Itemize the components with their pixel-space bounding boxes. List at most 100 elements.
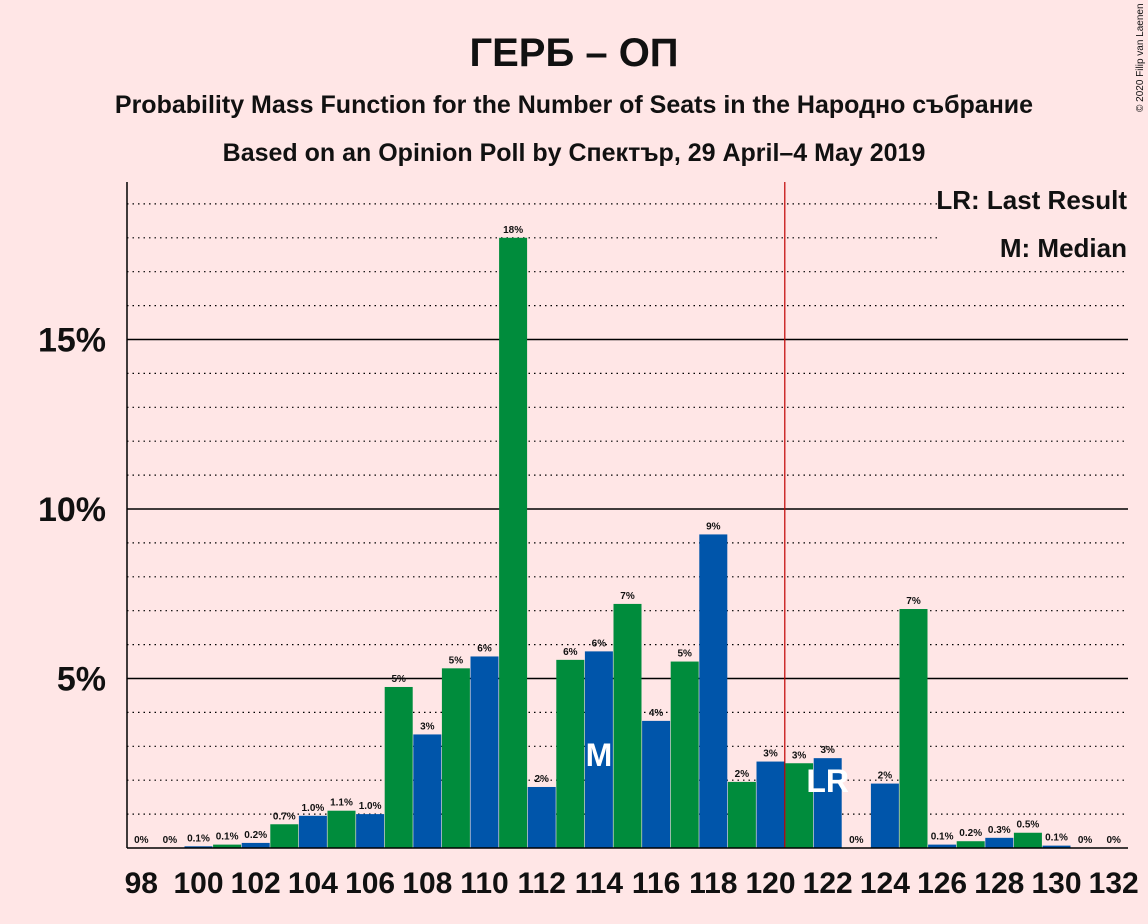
bar-seat-129 — [1013, 832, 1042, 848]
legend-backdrop — [938, 181, 1128, 265]
x-tick-label: 108 — [402, 867, 452, 900]
bar-seat-128 — [985, 837, 1014, 848]
value-label-seat-113: 6% — [563, 647, 578, 658]
y-tick-labels: 5% 10% 15% — [38, 322, 106, 699]
x-tick-label: 126 — [917, 867, 967, 900]
value-label-seat-120: 3% — [763, 749, 778, 760]
value-label-seat-103: 0.7% — [273, 811, 296, 822]
value-labels: 0% 0% 0.1% 0.1% 0.2% 0.7% 1.0% 1.1% 1.0% 5% 3% 5% 6%… — [134, 225, 1121, 846]
value-label-seat-130: 0.1% — [1045, 833, 1068, 844]
y-tick-label: 10% — [38, 491, 106, 529]
bar-seat-106 — [356, 814, 385, 848]
value-label-seat-109: 5% — [449, 655, 464, 666]
value-label-seat-132: 0% — [1106, 835, 1121, 846]
x-tick-label: 116 — [632, 867, 680, 900]
markers: M LR — [586, 737, 849, 799]
median-marker: M — [586, 737, 613, 773]
bar-seat-110 — [470, 656, 499, 848]
x-tick-label: 110 — [460, 867, 508, 900]
legend-median: M: Median — [1000, 233, 1127, 263]
bar-seat-125 — [899, 609, 928, 848]
x-tick-labels: 98 100 102 104 106 108 110 112 114 116 118 120 122 12… — [125, 867, 1139, 900]
value-label-seat-99: 0% — [163, 835, 178, 846]
bar-seat-114 — [584, 651, 613, 848]
value-label-seat-119: 2% — [735, 769, 750, 780]
value-label-seat-116: 4% — [649, 708, 664, 719]
value-label-seat-114: 6% — [592, 638, 607, 649]
bar-seat-111 — [499, 237, 528, 849]
x-tick-label: 100 — [173, 867, 223, 900]
last-result-marker: LR — [806, 763, 849, 799]
bar-seat-103 — [270, 824, 299, 848]
bar-seat-118 — [699, 534, 728, 848]
value-label-seat-107: 5% — [391, 674, 406, 685]
x-tick-label: 130 — [1031, 867, 1081, 900]
bar-seat-122 — [813, 758, 842, 848]
bar-seat-100 — [184, 846, 213, 848]
value-label-seat-101: 0.1% — [216, 832, 239, 843]
bar-seat-107 — [384, 686, 413, 848]
value-label-seat-108: 3% — [420, 721, 435, 732]
bars — [184, 237, 1071, 849]
x-tick-label: 122 — [803, 867, 853, 900]
value-label-seat-115: 7% — [620, 591, 635, 602]
bar-seat-117 — [670, 661, 699, 848]
value-label-seat-126: 0.1% — [931, 832, 954, 843]
value-label-seat-111: 18% — [503, 225, 523, 236]
bar-seat-120 — [756, 761, 785, 848]
x-tick-label: 128 — [974, 867, 1024, 900]
value-label-seat-100: 0.1% — [187, 833, 210, 844]
legend-last-result: LR: Last Result — [936, 185, 1127, 215]
chart-title: ГЕРБ – ОП — [469, 31, 678, 75]
bar-seat-130 — [1042, 845, 1071, 848]
bar-seat-108 — [413, 734, 442, 848]
value-label-seat-127: 0.2% — [959, 828, 982, 839]
value-label-seat-129: 0.5% — [1017, 820, 1040, 831]
value-label-seat-121: 3% — [792, 750, 807, 761]
bar-seat-116 — [642, 720, 671, 848]
bar-seat-105 — [327, 810, 356, 848]
value-label-seat-118: 9% — [706, 521, 721, 532]
x-tick-label: 102 — [231, 867, 281, 900]
bar-seat-124 — [870, 783, 899, 848]
bar-seat-126 — [928, 844, 957, 848]
y-tick-label: 5% — [57, 661, 106, 699]
value-label-seat-102: 0.2% — [244, 830, 267, 841]
value-label-seat-117: 5% — [677, 649, 692, 660]
x-tick-label: 112 — [517, 867, 565, 900]
x-tick-label: 124 — [860, 867, 910, 900]
copyright-note: © 2020 Filip van Laenen — [1135, 3, 1146, 112]
value-label-seat-106: 1.0% — [359, 801, 382, 812]
bar-seat-101 — [213, 844, 242, 848]
bar-seat-127 — [956, 841, 985, 848]
chart-subtitle-line2: Based on an Opinion Poll by Спектър, 29 … — [223, 139, 926, 167]
x-tick-label: 104 — [288, 867, 338, 900]
value-label-seat-124: 2% — [878, 771, 893, 782]
value-label-seat-98: 0% — [134, 835, 149, 846]
value-label-seat-110: 6% — [477, 643, 492, 654]
y-tick-label: 15% — [38, 322, 106, 360]
bar-seat-104 — [298, 815, 327, 848]
value-label-seat-123: 0% — [849, 835, 864, 846]
bar-seat-109 — [441, 668, 470, 848]
value-label-seat-104: 1.0% — [302, 803, 325, 814]
chart-subtitle-line1: Probability Mass Function for the Number… — [115, 91, 1033, 119]
bar-seat-121 — [785, 763, 814, 848]
value-label-seat-105: 1.1% — [330, 798, 353, 809]
x-tick-label: 98 — [125, 867, 158, 900]
bar-seat-115 — [613, 603, 642, 848]
x-tick-label: 114 — [575, 867, 624, 900]
bar-seat-112 — [527, 786, 556, 848]
bar-seat-119 — [727, 781, 756, 848]
x-tick-label: 120 — [745, 867, 795, 900]
value-label-seat-112: 2% — [534, 774, 549, 785]
value-label-seat-122: 3% — [820, 745, 835, 756]
x-tick-label: 132 — [1089, 867, 1139, 900]
value-label-seat-128: 0.3% — [988, 825, 1011, 836]
x-tick-label: 106 — [345, 867, 395, 900]
x-tick-label: 118 — [689, 867, 737, 900]
value-label-seat-125: 7% — [906, 596, 921, 607]
bar-seat-102 — [241, 842, 270, 848]
bar-seat-113 — [556, 659, 585, 848]
